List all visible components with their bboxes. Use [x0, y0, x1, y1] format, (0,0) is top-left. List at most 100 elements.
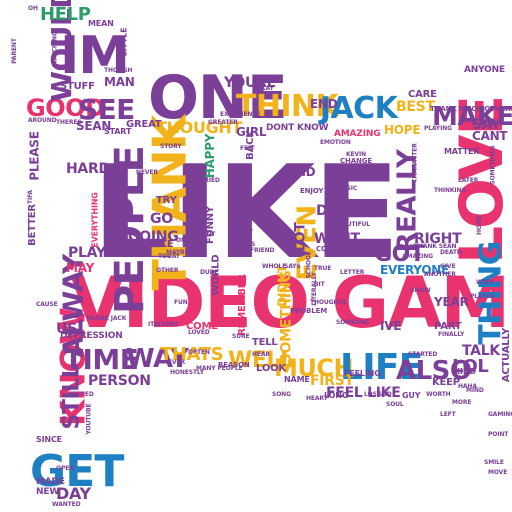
word-video-game: VIDEO GAME	[70, 262, 512, 344]
word-lot: LOT	[292, 222, 309, 252]
word-haha: HAHA	[458, 383, 477, 390]
word-started: STARTED	[408, 351, 438, 358]
word-today: TODAY	[158, 253, 180, 260]
word-girl: GIRL	[236, 125, 267, 139]
word-talk: TALK	[462, 343, 500, 359]
word-day: DAY	[56, 484, 91, 503]
word-feeling: FEELING	[344, 369, 381, 378]
word-good: GOOD	[26, 94, 105, 122]
word-stuff: STUFF	[60, 81, 95, 92]
word-whole: WHOLE	[262, 263, 287, 270]
word-since: SINCE	[36, 435, 62, 444]
word-isnt: ISNT	[200, 231, 216, 238]
word-also: ALSO	[396, 356, 472, 386]
word-tifa: TIFA	[26, 190, 34, 204]
word-well: WELL	[228, 348, 294, 373]
word-italking: ITALKING	[148, 321, 179, 328]
word-beautiful: BEAUTIFUL	[334, 221, 371, 228]
word-little: LITTLE	[119, 27, 129, 57]
word-give: GIVE	[440, 263, 456, 270]
word-like: LIKE	[92, 139, 400, 288]
word-greater: GREATER	[208, 119, 238, 126]
word-person: PERSON	[88, 373, 151, 389]
word-lol: LOL	[452, 356, 489, 377]
word-great: GREAT	[126, 119, 162, 130]
word-thank-much-others: THANK MUCH OTHERS	[430, 105, 512, 113]
word-best: BEST	[396, 99, 435, 115]
word-see: SEE	[78, 93, 135, 126]
word-lost: LOST	[364, 391, 381, 398]
word-better: BETTER	[26, 204, 38, 246]
word-youre: YOURE	[224, 75, 276, 91]
word-oh: OH	[28, 5, 38, 12]
word-cause: CAUSE	[36, 301, 58, 308]
word-mean: MEAN	[88, 19, 114, 28]
word-thoughts: THOUGHTS	[310, 299, 347, 306]
word-letter: LETTER	[340, 269, 365, 276]
word-part: PART	[434, 321, 462, 332]
word-anyone: ANYONE	[464, 65, 505, 75]
word-sure: SURE	[232, 333, 250, 340]
word-says: SAYS	[284, 263, 301, 270]
word-okay: OKAY	[256, 85, 274, 92]
word-think: THINK	[236, 89, 339, 124]
word-didnt: DIDNT	[275, 265, 290, 307]
word-kevin: KEVIN	[346, 151, 367, 158]
word-later: LATER	[458, 177, 479, 184]
word-come: COME	[186, 321, 218, 332]
word-dont: DONT	[316, 203, 360, 219]
word-show: SHOW	[410, 287, 431, 294]
word-worth: WORTH	[426, 391, 451, 398]
word-go: GO	[150, 211, 173, 227]
word-feel-like: FEEL LIKE	[326, 385, 401, 401]
word-music: MUSIC	[336, 185, 358, 192]
word-amazing: AMAZING	[402, 253, 433, 260]
word-remember: REMEMBER	[236, 274, 248, 336]
word-bit: BIT	[314, 281, 325, 288]
word-man: MAN	[104, 75, 135, 89]
word-take: TAKE	[146, 239, 174, 250]
word-most: MOST	[234, 229, 254, 236]
word-cried: CRIED	[200, 177, 220, 184]
word-right: RIGHT	[414, 231, 462, 247]
word-everything: EVERYTHING	[90, 192, 100, 248]
word-watching: WATCHING	[51, 31, 59, 67]
word-may: MAY	[66, 261, 95, 275]
word-smile: SMILE	[484, 459, 504, 466]
word-kind: KIND	[454, 367, 476, 376]
word-first: FIRST	[310, 373, 354, 389]
word-im: IM	[60, 26, 130, 86]
word-change: CHANGE	[340, 157, 372, 165]
word-end: END	[310, 97, 338, 111]
word-jack: JACK	[320, 91, 398, 126]
word-parent: PARENT	[10, 38, 18, 64]
word-thats: THATS	[160, 344, 224, 365]
word-hope: HOPE	[384, 123, 421, 137]
word-another: ANOTHER	[424, 271, 456, 278]
word-fun: FUN	[174, 299, 188, 306]
word-got: GOT	[374, 242, 425, 267]
word-theres: THERES	[56, 119, 82, 126]
word-say: SAY	[472, 117, 501, 133]
word-felt: FELT	[240, 145, 255, 152]
word-help: HELP	[40, 4, 91, 25]
word-many-people: MANY PEOPLE	[196, 365, 243, 372]
word-said: SAID	[284, 165, 316, 179]
word-character: CHARACTER	[411, 143, 419, 183]
word-comment: COMMENT	[316, 245, 356, 253]
word-helped: HELPED	[68, 391, 94, 398]
word-long: LONG	[324, 391, 349, 400]
word-us: US	[56, 321, 77, 337]
word-ive: IVE	[380, 319, 402, 333]
word-matter: MATTER	[444, 147, 480, 156]
word-left: LEFT	[440, 411, 456, 418]
word-only: ONLY	[176, 237, 193, 244]
word-thinking: THINKING	[434, 187, 467, 194]
word-never: NEVER	[136, 169, 158, 176]
word-hard: HARD	[66, 161, 110, 177]
word-enjoy: ENJOY	[300, 187, 324, 195]
word-honestly: HONESTLY	[170, 369, 204, 376]
word-dont-know: DONT KNOW	[266, 123, 329, 133]
word-life: LIFE	[340, 347, 423, 388]
word-time: TIME	[64, 343, 139, 376]
